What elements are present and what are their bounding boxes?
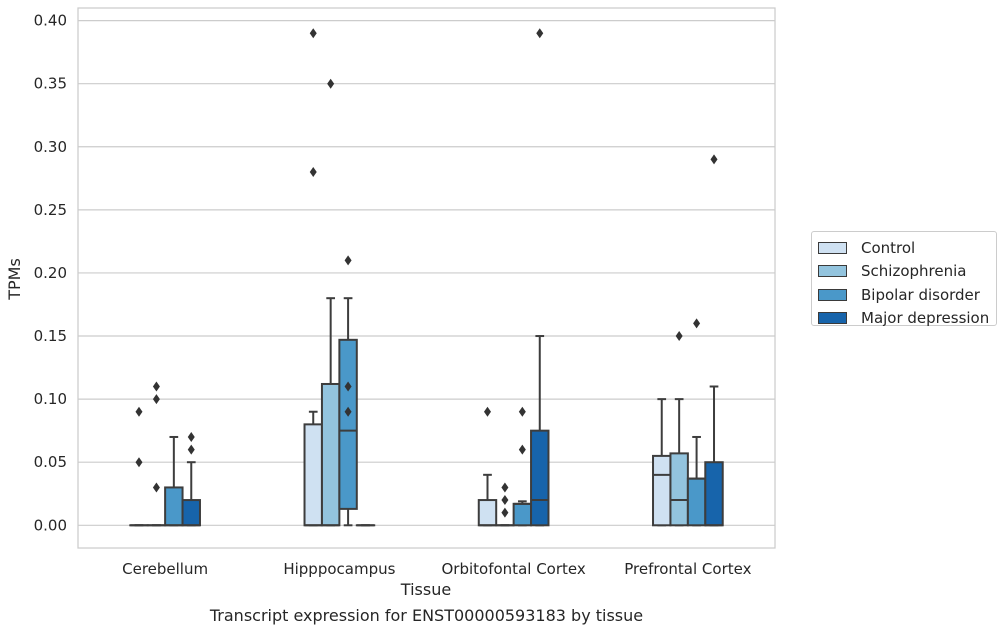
outlier-point [344, 381, 352, 392]
outlier-point [309, 167, 317, 178]
box [303, 423, 323, 527]
outlier-point [501, 482, 509, 493]
y-tick-label: 0.30 [34, 138, 67, 156]
y-tick-label: 0.20 [34, 264, 67, 282]
legend-label-control: Control [861, 238, 916, 257]
outlier-point [501, 507, 509, 518]
outlier-point [187, 431, 195, 442]
y-tick-label: 0.15 [34, 327, 67, 345]
outlier-point [518, 406, 526, 417]
y-tick-label: 0.40 [34, 12, 67, 30]
chart-caption: Transcript expression for ENST0000059318… [209, 606, 644, 625]
outlier-point [483, 406, 491, 417]
y-tick-label: 0.35 [34, 75, 67, 93]
outlier-point [135, 457, 143, 468]
box [164, 486, 184, 527]
box-schizophrenia-3 [669, 331, 689, 527]
outlier-point [135, 406, 143, 417]
y-tick-label: 0.10 [34, 390, 67, 408]
y-tick-label: 0.05 [34, 453, 67, 471]
x-tick-label: Orbitofontal Cortex [442, 560, 586, 578]
x-tick-label: Cerebellum [122, 560, 208, 578]
outlier-point [501, 495, 509, 506]
y-tick-label: 0.25 [34, 201, 67, 219]
legend-item-bipolar-disorder: Bipolar disorder [818, 283, 996, 307]
legend-item-major-depression: Major depression [818, 307, 996, 331]
box [652, 454, 672, 527]
box-major-depression-2 [530, 28, 550, 527]
box-schizophrenia-1 [320, 78, 341, 527]
box-major-depression-0 [181, 431, 201, 527]
x-axis-label: Tissue [400, 580, 451, 599]
box-control-1 [303, 28, 323, 527]
legend-swatch-major-depression [818, 312, 847, 325]
box [338, 338, 358, 510]
legend-swatch-control [818, 241, 847, 254]
box-bipolar-disorder-3 [686, 318, 707, 527]
x-axis-ticks: Cerebellum Hipppocampus Orbitofontal Corte… [122, 560, 751, 578]
legend-swatch-bipolar-disorder [818, 288, 847, 301]
y-axis-label: TPMs [5, 258, 24, 301]
outlier-point [675, 331, 683, 342]
outlier-point [152, 482, 160, 493]
grid-lines [78, 20, 775, 526]
legend-item-control: Control [818, 236, 996, 260]
box-schizophrenia-0 [146, 381, 167, 527]
outlier-point [327, 78, 335, 89]
box-bipolar-disorder-1 [338, 255, 358, 527]
outlier-point [152, 394, 160, 405]
box [669, 452, 689, 527]
legend-label-major-depression: Major depression [861, 309, 990, 328]
outlier-point [693, 318, 701, 329]
box-control-3 [652, 398, 672, 527]
legend-label-schizophrenia: Schizophrenia [861, 262, 967, 281]
y-tick-label: 0.00 [34, 516, 67, 534]
box-bipolar-disorder-2 [512, 406, 533, 527]
x-tick-label: Prefrontal Cortex [624, 560, 751, 578]
y-axis-ticks: 0.00 0.05 0.10 0.15 0.20 0.25 0.30 0.35 0.40 [34, 12, 67, 535]
box [477, 499, 498, 527]
legend: Control Schizophrenia Bipolar disorder M… [811, 231, 997, 327]
box-layer [129, 28, 724, 527]
box-control-2 [477, 406, 498, 527]
box-major-depression-3 [704, 154, 724, 527]
outlier-point [187, 444, 195, 455]
outlier-point [309, 28, 317, 39]
plot-area-frame [77, 7, 776, 549]
legend-item-schizophrenia: Schizophrenia [818, 260, 996, 284]
box-schizophrenia-2 [495, 482, 515, 527]
box [530, 429, 550, 527]
outlier-point [344, 255, 352, 266]
x-tick-label: Hipppocampus [283, 560, 395, 578]
box-control-0 [129, 406, 149, 527]
box-bipolar-disorder-0 [164, 435, 184, 527]
outlier-point [710, 154, 718, 165]
box [181, 499, 201, 527]
legend-swatch-schizophrenia [818, 265, 847, 278]
outlier-point [152, 381, 160, 392]
box [512, 502, 533, 527]
legend-label-bipolar-disorder: Bipolar disorder [861, 285, 980, 304]
box [686, 477, 707, 527]
outlier-point [536, 28, 544, 39]
box [704, 461, 724, 527]
outlier-point [344, 406, 352, 417]
box [320, 382, 341, 527]
outlier-point [518, 444, 526, 455]
